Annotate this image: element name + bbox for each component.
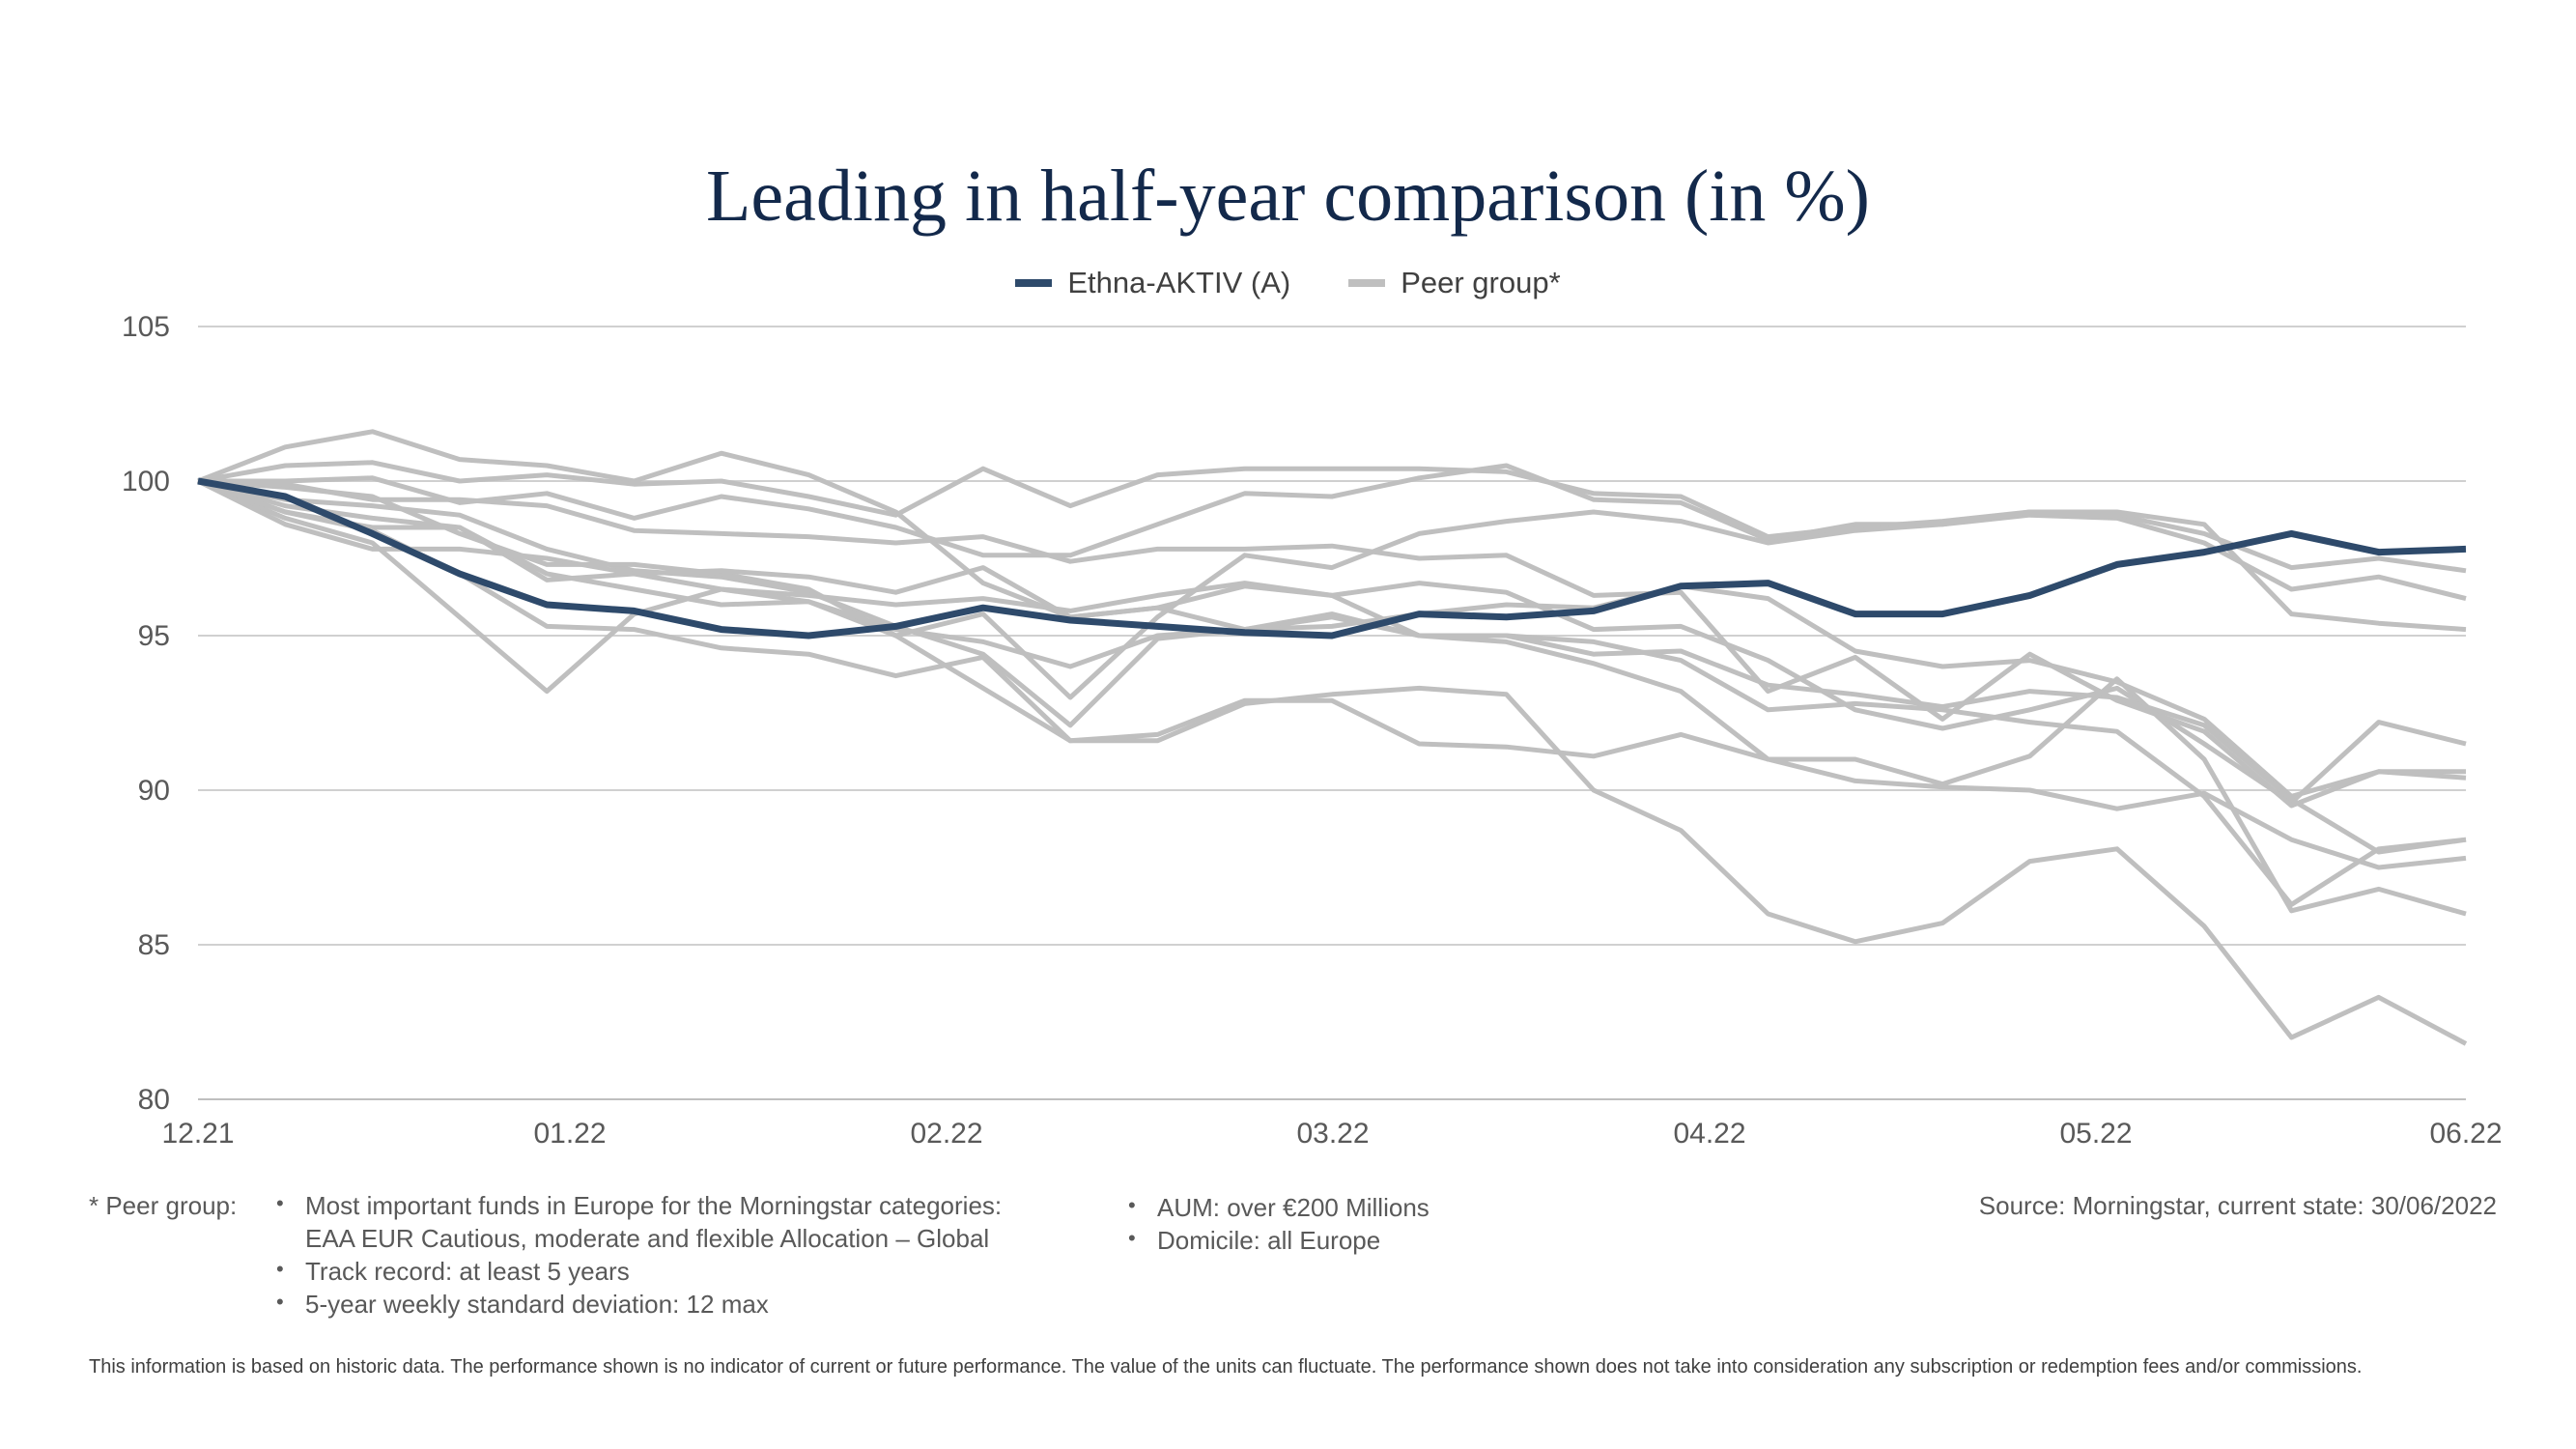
legend-swatch-ethna xyxy=(1015,279,1053,287)
chart-legend: Ethna-AKTIV (A) Peer group* xyxy=(0,266,2576,300)
ethna-aktiv-line xyxy=(197,477,2467,639)
x-tick-03.22: 03.22 xyxy=(1296,1118,1369,1150)
y-tick-80: 80 xyxy=(138,1084,170,1116)
footnote-bullet-4: • AUM: over €200 Millions xyxy=(1128,1193,1430,1222)
legend-item-ethna: Ethna-AKTIV (A) xyxy=(1015,266,1290,300)
x-tick-02.22: 02.22 xyxy=(910,1118,982,1150)
peer-line-1 xyxy=(197,429,2467,799)
chart-title: Leading in half-year comparison (in %) xyxy=(706,156,1870,237)
peer-group-lines xyxy=(196,429,2468,1046)
x-tick-04.22: 04.22 xyxy=(1673,1118,1745,1150)
peer-line-4 xyxy=(197,478,2467,806)
peer-line-8 xyxy=(197,478,2466,809)
peer-line-9 xyxy=(196,478,2467,855)
legend-item-peer: Peer group* xyxy=(1348,266,1561,300)
y-tick-105: 105 xyxy=(122,311,170,343)
footnote-bullet-1: • Most important funds in Europe for the … xyxy=(276,1191,1003,1220)
x-tick-06.22: 06.22 xyxy=(2429,1118,2502,1150)
x-tick-05.22: 05.22 xyxy=(2059,1118,2132,1150)
legend-label-peer: Peer group* xyxy=(1401,266,1561,299)
peer-line-11 xyxy=(197,478,2467,917)
footnote-bullet-1-cont: EAA EUR Cautious, moderate and flexible … xyxy=(305,1224,990,1253)
peer-line-2 xyxy=(197,460,2467,574)
peer-line-5 xyxy=(197,478,2467,700)
footnote-bullet-2: • Track record: at least 5 years xyxy=(276,1257,630,1286)
line-chart: 105 100 95 90 85 80 12.21 01.22 02.22 03.22 04.22… xyxy=(122,311,2503,1150)
y-tick-90: 90 xyxy=(138,775,170,807)
gridlines xyxy=(198,326,2466,1100)
y-tick-95: 95 xyxy=(138,620,170,652)
disclaimer: This information is based on historic da… xyxy=(89,1356,2363,1378)
legend-swatch-peer xyxy=(1348,279,1386,287)
peer-line-6 xyxy=(197,478,2467,870)
ethna-line xyxy=(197,477,2467,639)
peer-group-footnote-label: * Peer group: xyxy=(89,1191,238,1220)
y-tick-100: 100 xyxy=(122,466,170,497)
y-axis-ticks: 105 100 95 90 85 80 xyxy=(122,311,170,1116)
x-axis-ticks: 12.21 01.22 02.22 03.22 04.22 05.22 06.22 xyxy=(161,1118,2502,1150)
x-tick-12.21: 12.21 xyxy=(161,1118,234,1150)
peer-line-10 xyxy=(197,478,2467,907)
legend-label-ethna: Ethna-AKTIV (A) xyxy=(1067,266,1291,299)
source-note: Source: Morningstar, current state: 30/0… xyxy=(1978,1191,2497,1220)
y-tick-85: 85 xyxy=(138,929,170,961)
footnote-bullet-3: • 5-year weekly standard deviation: 12 ma… xyxy=(276,1290,769,1319)
x-tick-01.22: 01.22 xyxy=(533,1118,606,1150)
peer-line-3 xyxy=(198,463,2467,602)
footnote-bullet-5: • Domicile: all Europe xyxy=(1128,1226,1381,1255)
